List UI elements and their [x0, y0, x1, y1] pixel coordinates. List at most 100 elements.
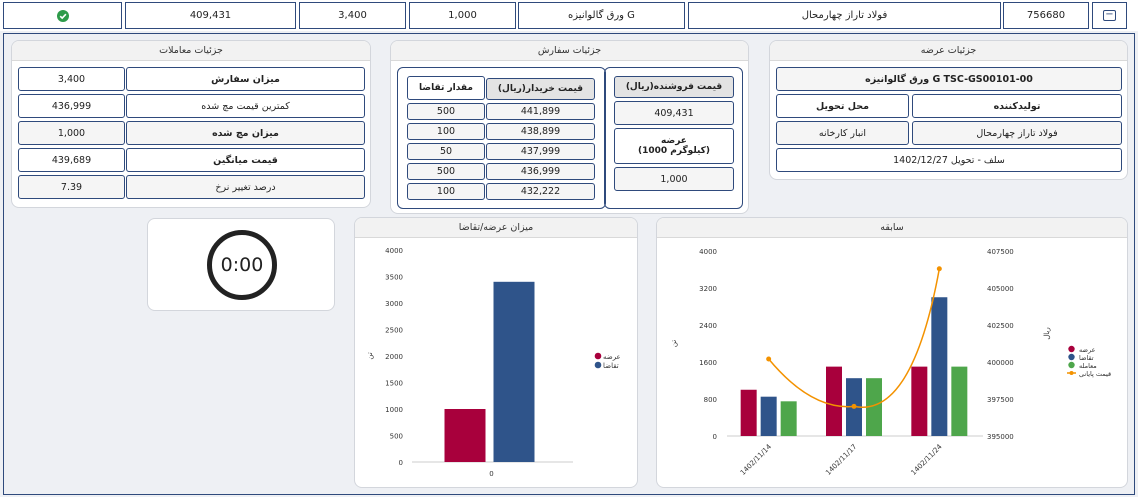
- supply-quantity: 1,000: [409, 2, 516, 29]
- chart-title: سابقه: [657, 218, 1127, 238]
- price-point: [936, 266, 942, 272]
- y-tick-label: 3200: [699, 285, 717, 293]
- buyer-price-cell: 438,899: [486, 123, 595, 140]
- legend-marker: [1068, 345, 1075, 353]
- demand-header: مقدار تقاضا: [407, 76, 485, 100]
- trade-details-panel: جزئیات معاملات میزان سفارش 3,400 کمترین …: [11, 40, 371, 208]
- supply-header: عرضه (1000 کیلوگرم): [614, 128, 734, 164]
- timer-value: 0:00: [220, 254, 264, 276]
- demand-qty-cell: 500: [407, 103, 485, 120]
- buyer-frame: [397, 67, 606, 209]
- trade-value: 3,400: [18, 67, 125, 91]
- y-tick-label: 800: [704, 396, 717, 404]
- y-tick-label: 1000: [385, 406, 403, 414]
- timer-ring: 0:00: [207, 230, 277, 300]
- price-point: [766, 356, 772, 362]
- x-tick-label: 1402/11/17: [824, 443, 858, 477]
- trade-label: کمترین قیمت مچ شده: [126, 94, 365, 118]
- price-line: [768, 268, 941, 409]
- price-value: 409,431: [125, 2, 296, 29]
- check-circle-icon: [56, 9, 69, 22]
- y-axis-label: تن: [670, 340, 678, 347]
- legend-label: قیمت پایانی: [1079, 370, 1111, 378]
- bar-supply: [444, 409, 486, 462]
- buyer-price-header: قیمت خریدار(ریال): [486, 78, 595, 100]
- price-point: [851, 403, 857, 409]
- y-tick-label: 1500: [385, 380, 403, 388]
- y-tick-label: 0: [713, 433, 717, 441]
- y-axis-label: تن: [366, 352, 374, 359]
- y-tick-label: 4000: [699, 248, 717, 256]
- content-frame: [3, 33, 1135, 495]
- trade-value: 436,999: [18, 94, 125, 118]
- seller-price-header: قیمت فروشنده(ریال): [614, 76, 734, 98]
- status-cell: [3, 2, 122, 29]
- y2-tick-label: 400000: [987, 359, 1014, 367]
- y-tick-label: 0: [399, 459, 403, 467]
- bar-demand: [493, 281, 535, 462]
- bar-demand: [931, 297, 948, 436]
- buyer-price-cell: 436,999: [486, 163, 595, 180]
- bar-demand: [760, 396, 777, 436]
- seller-frame: [604, 67, 743, 209]
- order-details-panel: جزئیات سفارش قیمت فروشنده(ریال) 409,431 …: [390, 40, 749, 214]
- supply-unit: (1000 کیلوگرم): [637, 146, 711, 156]
- delivery-label: محل تحویل: [776, 94, 909, 118]
- y2-tick-label: 395000: [987, 433, 1014, 441]
- trade-label: میزان سفارش: [126, 67, 365, 91]
- legend-marker: [1068, 361, 1075, 369]
- settlement-info: سلف - تحویل 1402/12/27: [776, 148, 1122, 172]
- y-tick-label: 1600: [699, 359, 717, 367]
- buyer-price-cell: 437,999: [486, 143, 595, 160]
- producer-value: فولاد تاراز چهارمحال: [912, 121, 1122, 145]
- chart-title: میزان عرضه/تقاضا: [355, 218, 637, 238]
- y2-tick-label: 405000: [987, 285, 1014, 293]
- order-id: 756680: [1003, 2, 1089, 29]
- product-name: ورق گالوانیزه G: [518, 2, 685, 29]
- y-tick-label: 2500: [385, 327, 403, 335]
- y2-tick-label: 407500: [987, 248, 1014, 256]
- order-quantity: 3,400: [299, 2, 406, 29]
- delivery-value: انبار کارخانه: [776, 121, 909, 145]
- legend-marker: [594, 352, 602, 360]
- panel-title: جزئیات سفارش: [391, 41, 748, 61]
- producer-label: تولیدکننده: [912, 94, 1122, 118]
- bar-supply: [740, 389, 757, 436]
- x-tick-label: 1402/11/24: [910, 442, 945, 477]
- bar-supply: [911, 366, 928, 436]
- y-tick-label: 2000: [385, 353, 403, 361]
- panel-title: جزئیات عرضه: [770, 41, 1127, 61]
- trade-label: قیمت میانگین: [126, 148, 365, 172]
- legend-label: عرضه: [603, 353, 621, 361]
- legend-marker: [1068, 353, 1075, 361]
- y2-axis-label: ریال: [1043, 327, 1051, 340]
- demand-qty-cell: 100: [407, 123, 485, 140]
- x-tick-label: 0: [489, 470, 493, 478]
- supply-value: 1,000: [614, 167, 734, 191]
- trade-value: 439,689: [18, 148, 125, 172]
- trade-label: میزان مچ شده: [126, 121, 365, 145]
- supply-demand-chart-panel: میزان عرضه/تقاضا 0 500 1000 1500 2000 2500 300…: [354, 217, 638, 488]
- demand-qty-cell: 100: [407, 183, 485, 200]
- buyer-price-cell: 441,899: [486, 103, 595, 120]
- producer-name: فولاد تاراز چهارمحال: [688, 2, 1001, 29]
- legend-label: تقاضا: [1079, 354, 1094, 362]
- supply-details-panel: جزئیات عرضه ورق گالوانیزه G TSC-GS00101-…: [769, 40, 1128, 180]
- y-tick-label: 2400: [699, 322, 717, 330]
- legend-label: تقاضا: [603, 362, 619, 370]
- timer-panel: 0:00: [147, 218, 335, 311]
- collapse-icon: −: [1103, 10, 1116, 21]
- bar-trade: [780, 401, 797, 436]
- history-chart-panel: سابقه 0 800 1600 2400 3200 4000 395000 397500 40…: [656, 217, 1128, 488]
- history-chart: 0 800 1600 2400 3200 4000 395000 397500 400000 40…: [670, 248, 1111, 477]
- trade-value: 7.39: [18, 175, 125, 199]
- y-tick-label: 3500: [385, 274, 403, 282]
- seller-price-value: 409,431: [614, 101, 734, 125]
- legend-marker: [1069, 371, 1074, 375]
- x-tick-label: 1402/11/14: [739, 442, 774, 477]
- collapse-toggle[interactable]: −: [1092, 2, 1127, 29]
- demand-qty-cell: 500: [407, 163, 485, 180]
- top-row-bar: − 756680 فولاد تاراز چهارمحال ورق گالوان…: [0, 0, 1138, 31]
- bar-trade: [951, 366, 968, 436]
- buyer-price-cell: 432,222: [486, 183, 595, 200]
